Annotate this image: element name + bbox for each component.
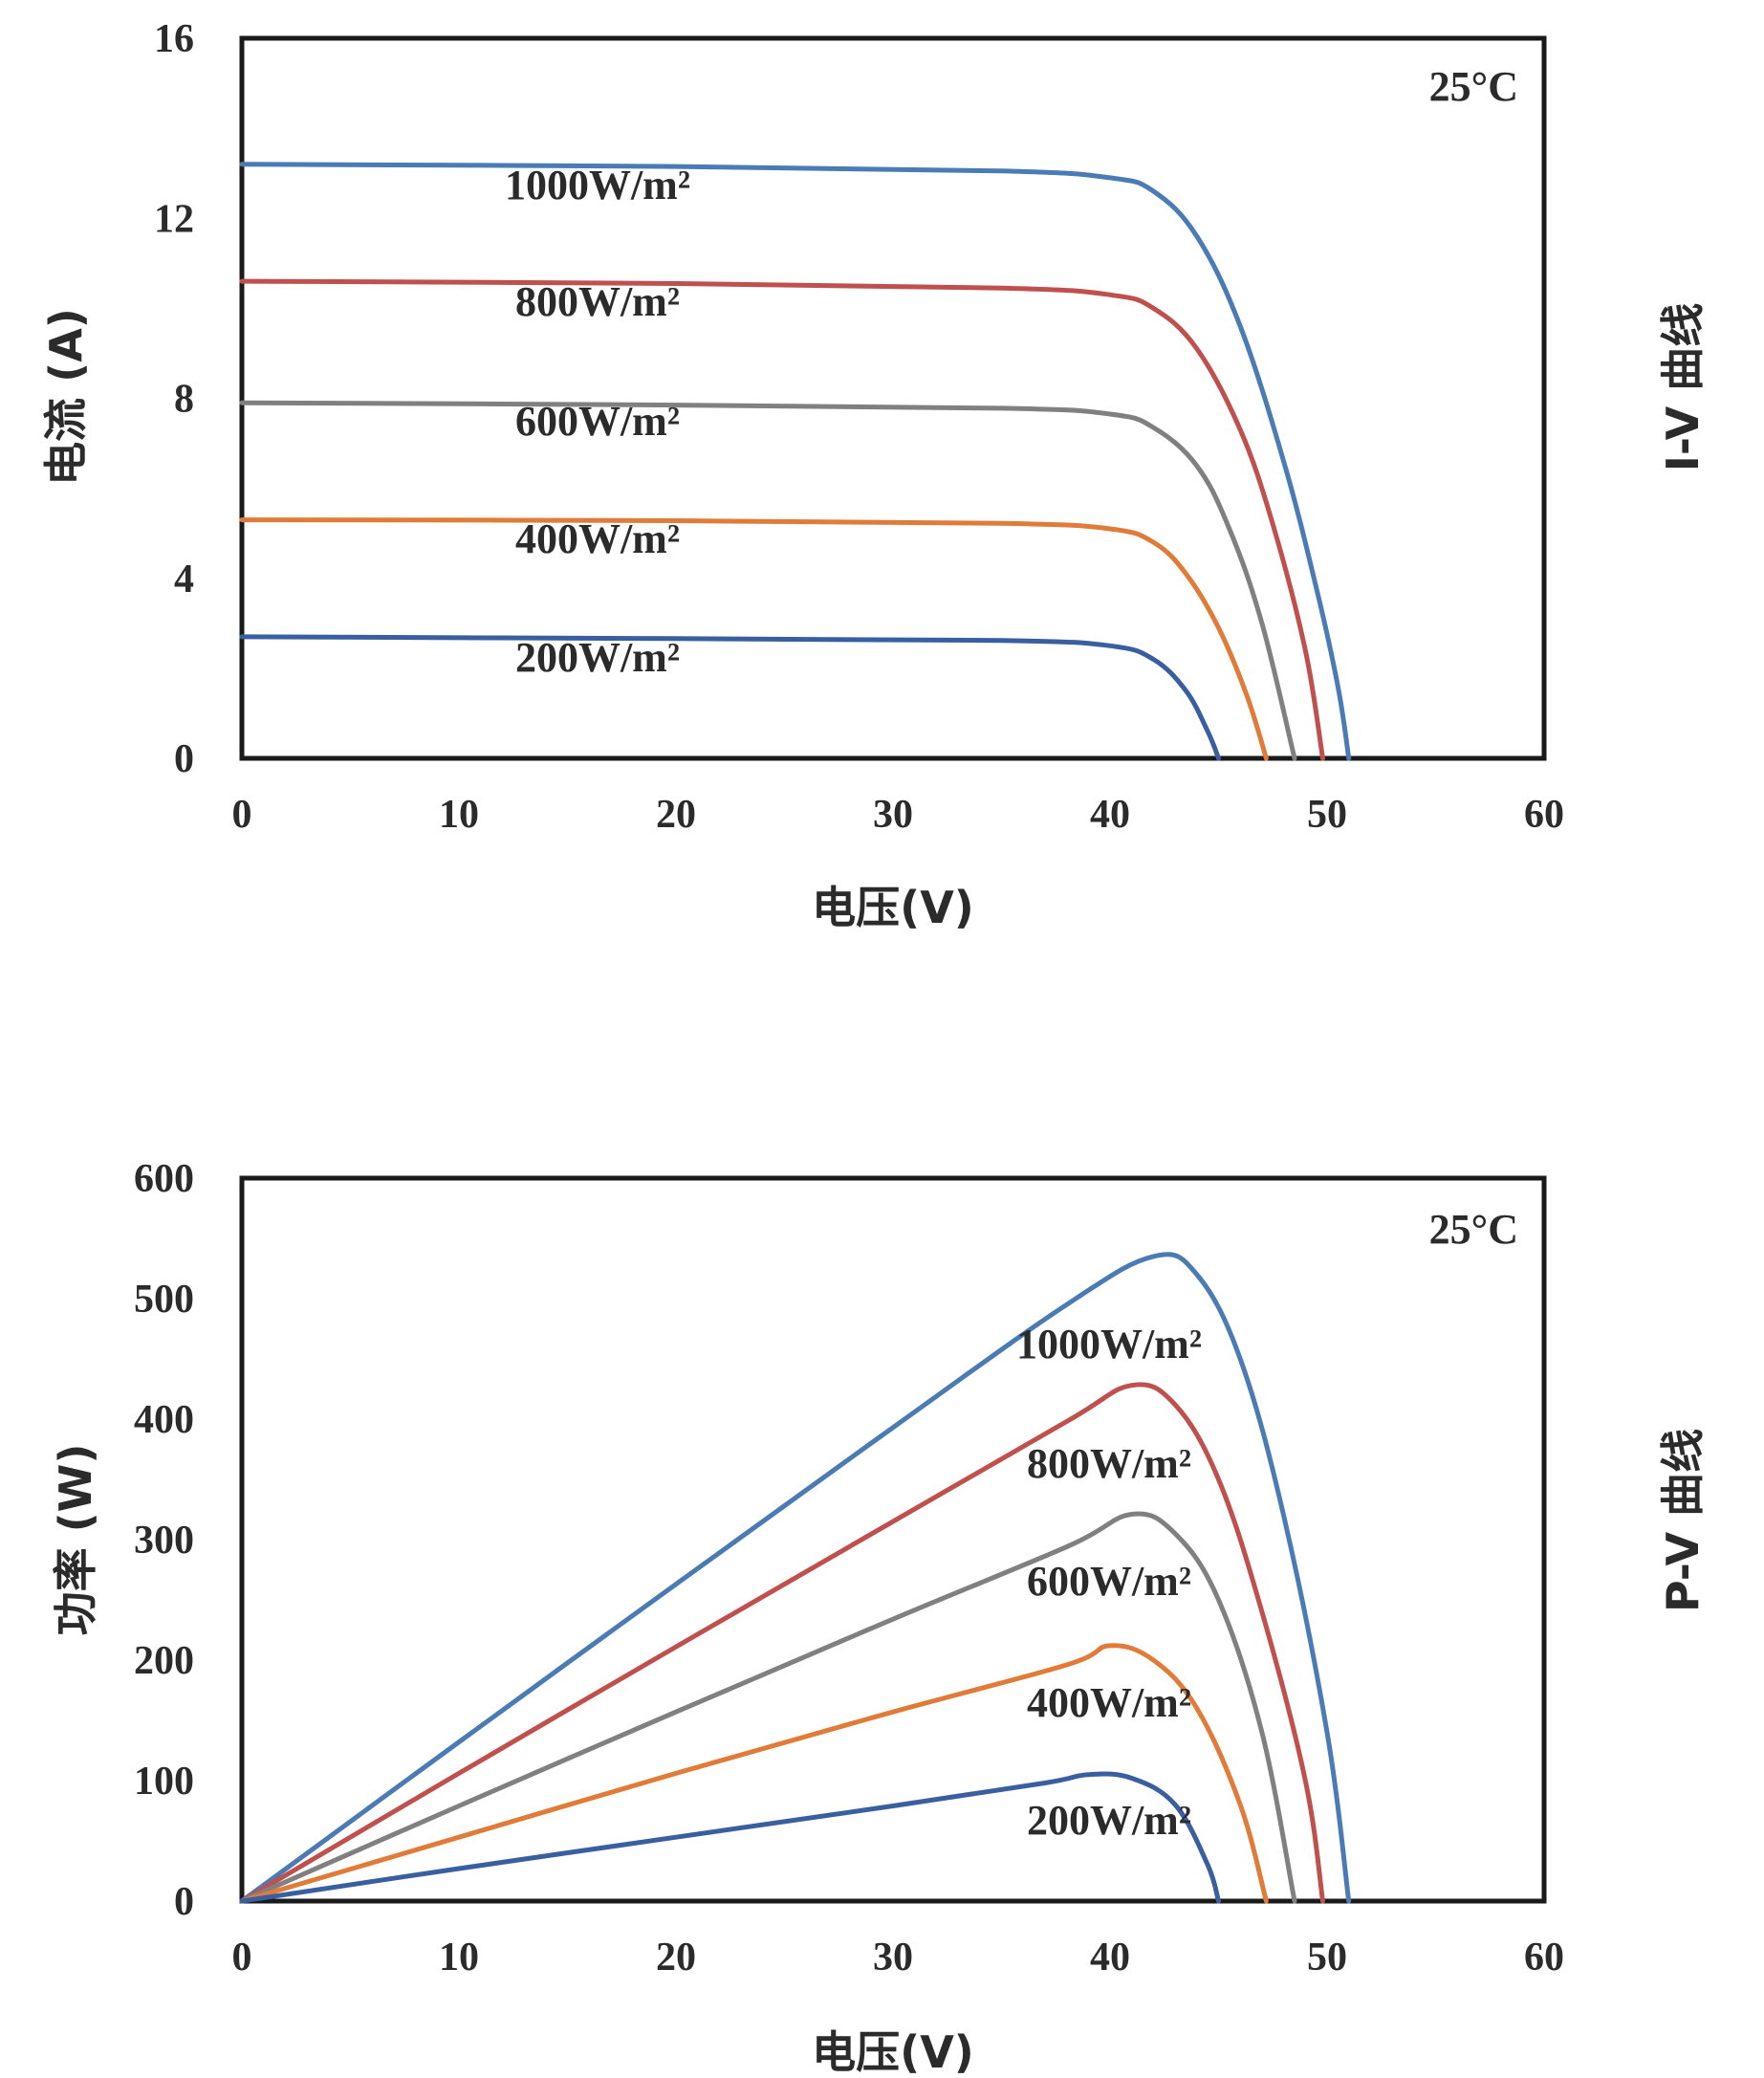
iv-x-tick-label: 30 xyxy=(873,793,913,837)
iv-x-tick-label: 20 xyxy=(656,793,696,837)
pv-series-line xyxy=(239,1382,1325,1904)
pv-y-tick-label: 200 xyxy=(134,1639,194,1683)
pv-y-tick-label: 600 xyxy=(134,1157,194,1201)
pv-series-label: 800W/m² xyxy=(1027,1440,1191,1487)
iv-series-label: 600W/m² xyxy=(515,398,680,445)
iv-series-label: 1000W/m² xyxy=(505,162,690,208)
iv-y-tick-label: 0 xyxy=(174,737,194,781)
iv-y-tick-label: 8 xyxy=(174,378,194,422)
pv-x-axis-label: 电压(V) xyxy=(812,2026,974,2078)
iv-series-line xyxy=(239,634,1221,761)
iv-y-tick-label: 12 xyxy=(154,197,194,241)
iv-y-tick-label: 4 xyxy=(174,558,194,602)
pv-y-axis-label: 功率 (W) xyxy=(50,1444,101,1636)
pv-series-line xyxy=(239,1252,1352,1904)
pv-series-label: 200W/m² xyxy=(1027,1797,1191,1844)
pv-series-label: 400W/m² xyxy=(1027,1679,1191,1726)
pv-chart: 0 10 20 30 40 50 60 0 100 200 300 400 500 600 25°C 电… xyxy=(50,1157,1709,2078)
pv-y-tick-label: 0 xyxy=(174,1880,194,1924)
pv-x-tick-label: 0 xyxy=(232,1936,252,1980)
pv-x-tick-label: 60 xyxy=(1524,1936,1564,1980)
iv-x-tick-label: 50 xyxy=(1307,793,1347,837)
pv-x-tick-label: 40 xyxy=(1090,1936,1130,1980)
pv-series-label: 1000W/m² xyxy=(1016,1321,1202,1367)
pv-y-tick-label: 300 xyxy=(134,1519,194,1563)
pv-series-line xyxy=(239,1511,1297,1904)
iv-series-label: 400W/m² xyxy=(515,515,680,562)
pv-x-tick-label: 50 xyxy=(1307,1936,1347,1980)
pv-temperature-annotation: 25°C xyxy=(1429,1206,1518,1253)
pv-curve-side-label: P-V 曲线 xyxy=(1657,1429,1709,1612)
iv-x-tick-label: 10 xyxy=(439,793,479,837)
pv-series-line xyxy=(239,1643,1269,1904)
pv-y-tick-label: 500 xyxy=(134,1278,194,1322)
pv-series-line xyxy=(239,1771,1221,1904)
iv-temperature-annotation: 25°C xyxy=(1429,63,1518,110)
iv-series-line xyxy=(239,400,1297,761)
pv-y-tick-label: 400 xyxy=(134,1398,194,1442)
iv-series-line xyxy=(239,278,1325,761)
iv-curve-side-label: I-V 曲线 xyxy=(1657,303,1709,471)
pv-x-tick-label: 20 xyxy=(656,1936,696,1980)
pv-series-label: 600W/m² xyxy=(1027,1558,1191,1605)
iv-x-axis-label: 电压(V) xyxy=(812,882,974,933)
pv-x-tick-label: 10 xyxy=(439,1936,479,1980)
pv-plot-frame xyxy=(239,1175,1547,1904)
pv-y-tick-label: 100 xyxy=(134,1760,194,1804)
iv-series-label: 200W/m² xyxy=(515,634,680,681)
iv-series-label: 800W/m² xyxy=(515,278,680,325)
iv-plot-frame xyxy=(239,35,1547,761)
iv-y-axis-label: 电流 (A) xyxy=(40,308,92,486)
pv-x-tick-label: 30 xyxy=(873,1936,913,1980)
iv-series-line xyxy=(239,162,1352,761)
iv-y-tick-label: 16 xyxy=(154,17,194,61)
iv-x-tick-label: 40 xyxy=(1090,793,1130,837)
iv-series-line xyxy=(239,517,1269,761)
iv-x-tick-label: 60 xyxy=(1524,793,1564,837)
iv-x-tick-label: 0 xyxy=(232,793,252,837)
